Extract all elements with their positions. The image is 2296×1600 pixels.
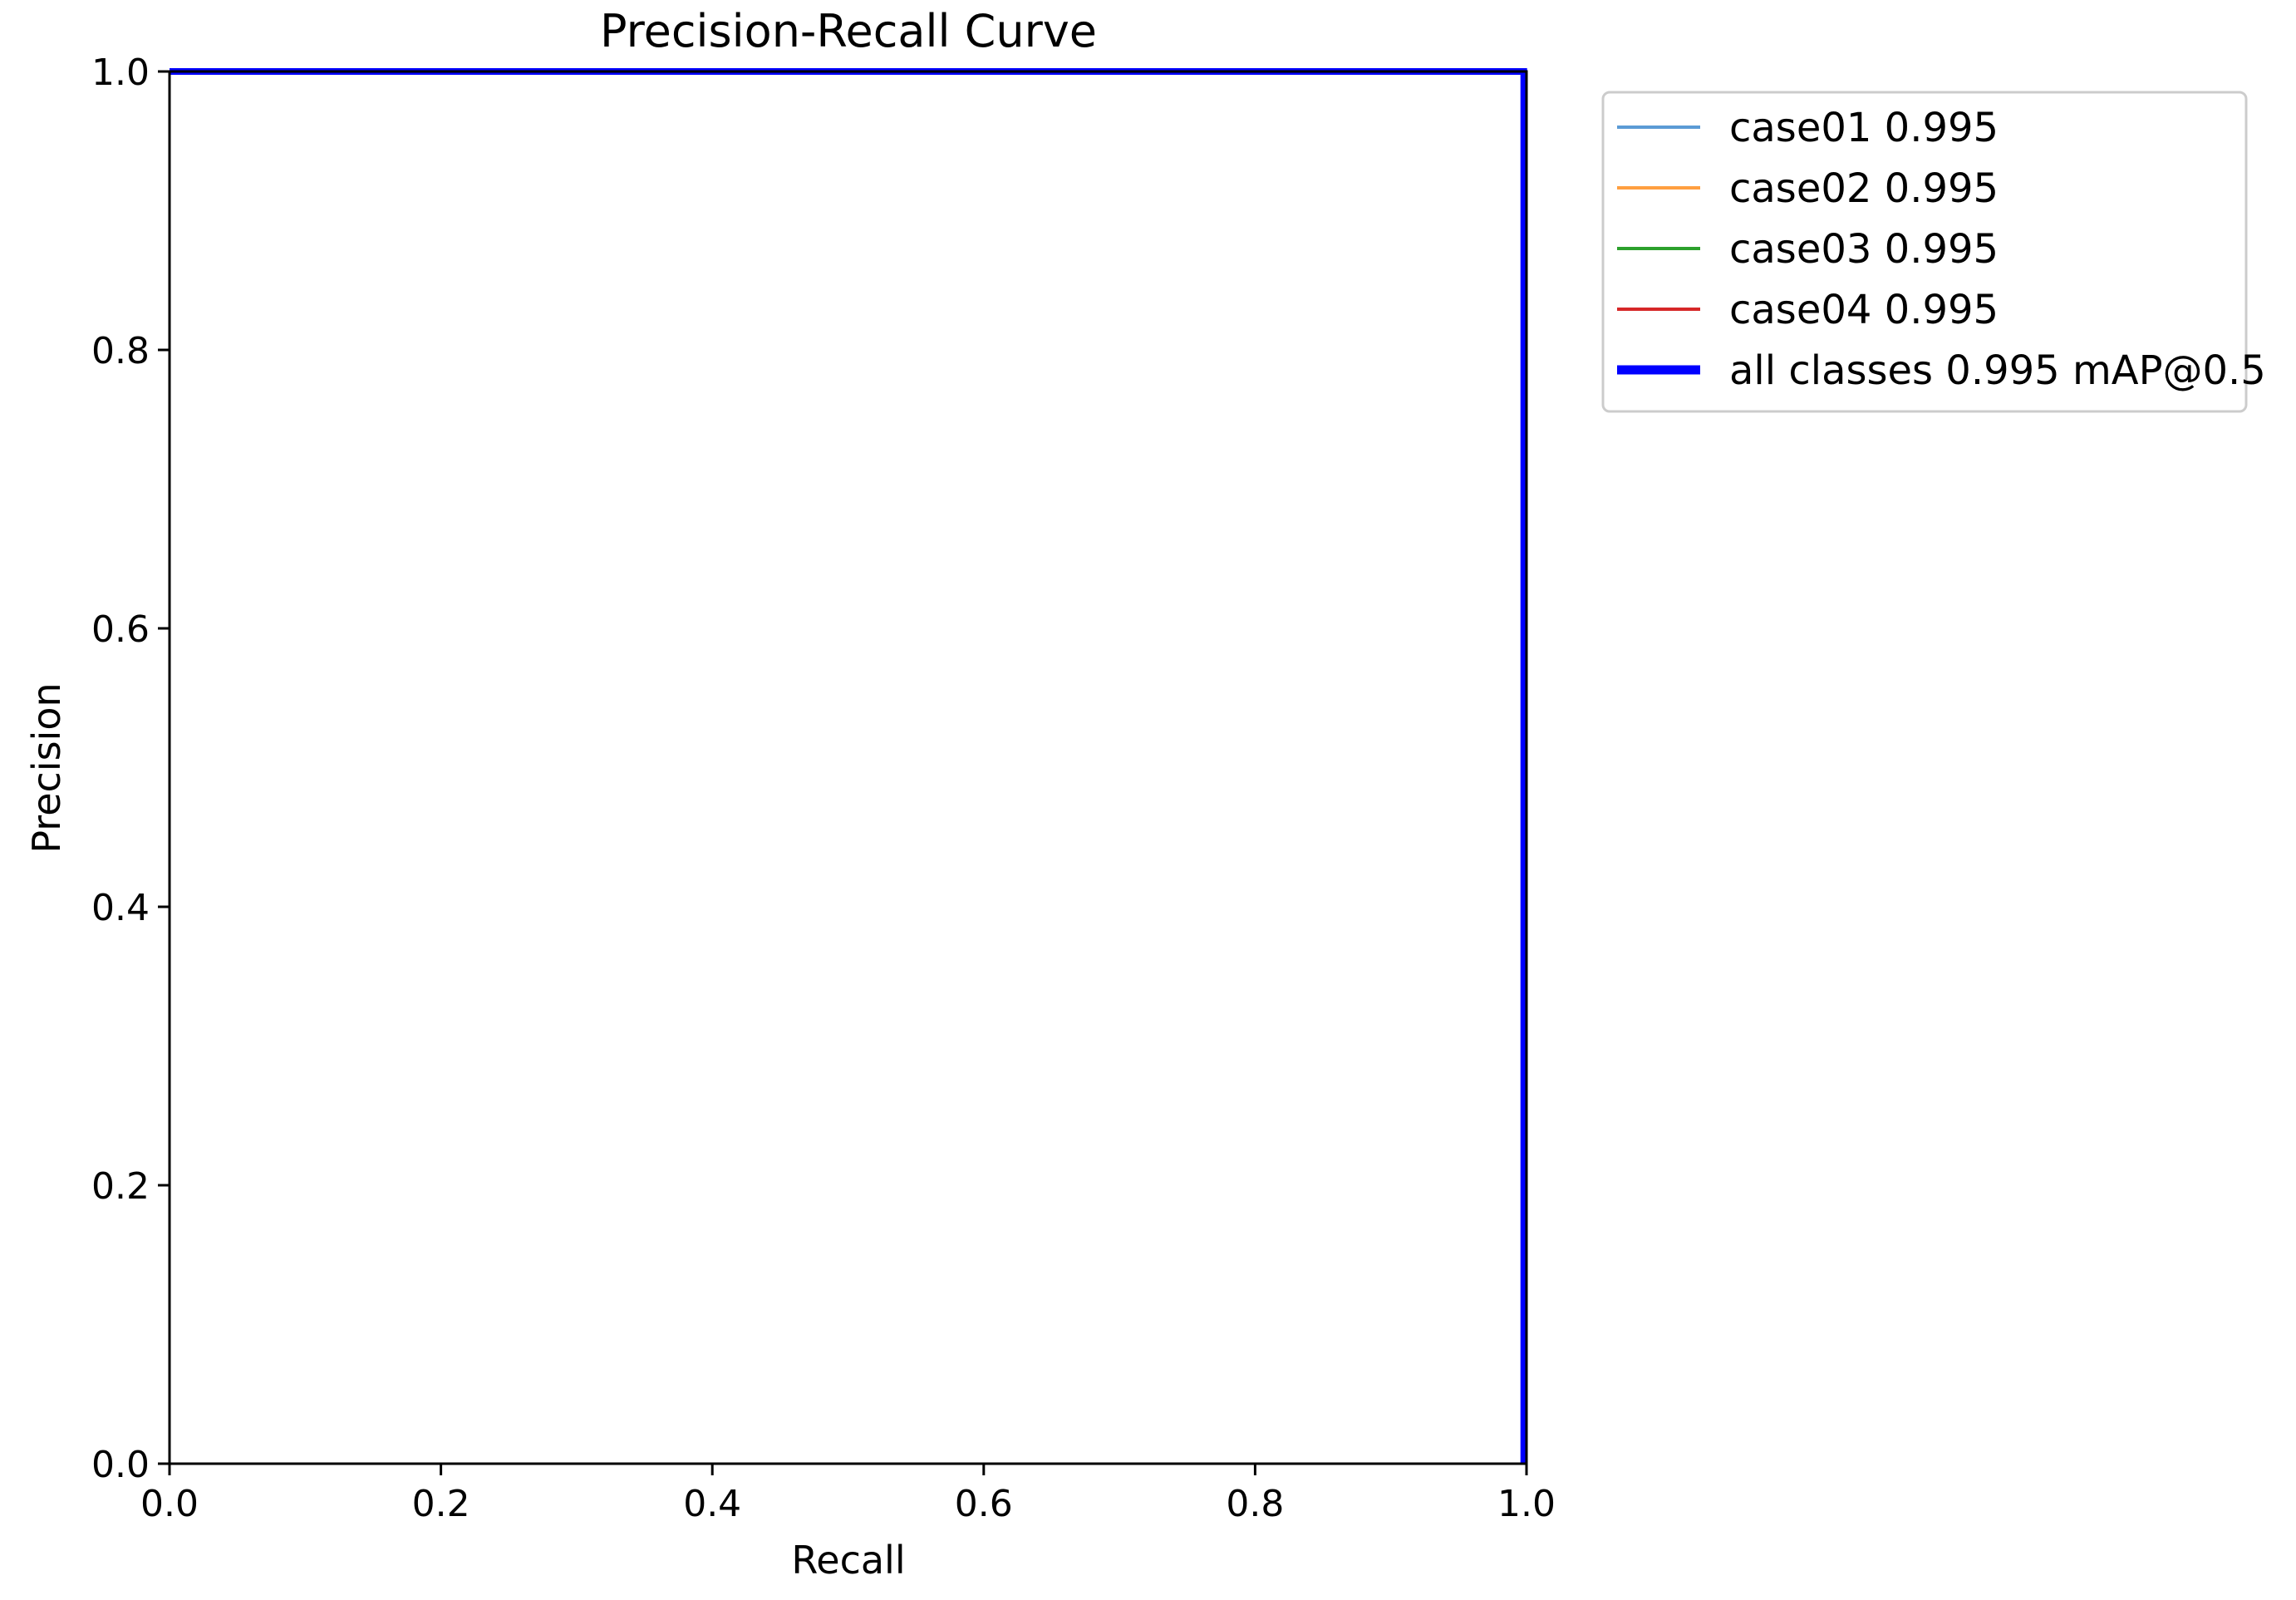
series-layer bbox=[170, 68, 1527, 1464]
y-tick-label: 0.2 bbox=[91, 1165, 150, 1208]
x-tick-label: 0.8 bbox=[1226, 1483, 1284, 1525]
y-axis-label: Precision bbox=[24, 682, 69, 853]
legend-label: case01 0.995 bbox=[1729, 105, 1999, 151]
plot-frame bbox=[168, 70, 1528, 1465]
legend-label: case04 0.995 bbox=[1729, 287, 1999, 333]
chart-title: Precision-Recall Curve bbox=[600, 5, 1097, 57]
series-line-4 bbox=[170, 70, 1526, 1464]
y-tick-label: 0.4 bbox=[91, 887, 150, 929]
legend-label: case03 0.995 bbox=[1729, 226, 1999, 273]
x-tick-label: 1.0 bbox=[1497, 1483, 1556, 1525]
y-tick-label: 1.0 bbox=[91, 52, 150, 94]
series-line-3 bbox=[170, 70, 1526, 1464]
y-tick-label: 0.8 bbox=[91, 330, 150, 372]
x-axis-ticks: 0.0 0.2 0.4 0.6 0.8 1.0 bbox=[140, 1464, 1556, 1525]
series-line-1 bbox=[170, 70, 1526, 1464]
series-line-5 bbox=[170, 68, 1527, 1464]
y-tick-label: 0.0 bbox=[91, 1444, 150, 1486]
legend-label: all classes 0.995 mAP@0.5 bbox=[1729, 347, 2266, 394]
legend-items: case01 0.995 case02 0.995 case03 0.995 case… bbox=[1617, 105, 2266, 394]
x-axis-label: Recall bbox=[791, 1538, 905, 1583]
y-tick-label: 0.6 bbox=[91, 608, 150, 651]
x-tick-label: 0.4 bbox=[683, 1483, 741, 1525]
x-tick-label: 0.0 bbox=[140, 1483, 199, 1525]
y-axis-ticks: 0.0 0.2 0.4 0.6 0.8 1.0 bbox=[91, 52, 170, 1486]
x-tick-label: 0.2 bbox=[412, 1483, 470, 1525]
series-line-2 bbox=[170, 70, 1526, 1464]
legend-frame bbox=[1601, 91, 2248, 413]
x-tick-label: 0.6 bbox=[955, 1483, 1013, 1525]
legend-label: case02 0.995 bbox=[1729, 165, 1999, 212]
legend: case01 0.995 case02 0.995 case03 0.995 case… bbox=[1601, 91, 2266, 413]
